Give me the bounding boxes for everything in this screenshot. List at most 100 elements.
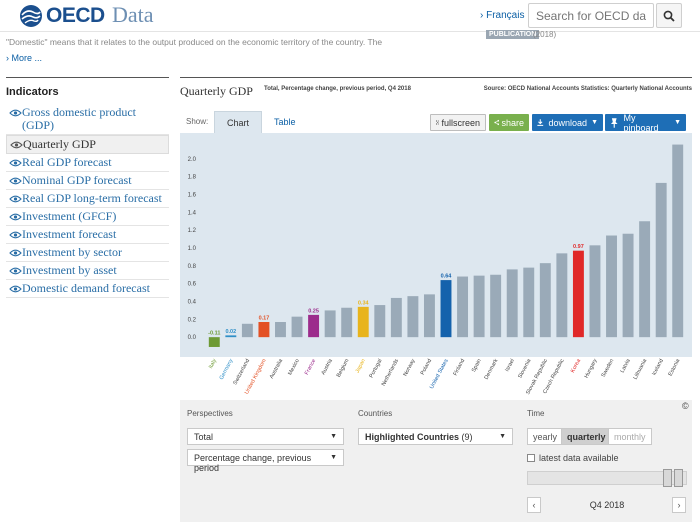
sidebar-item-investment-gfcf[interactable]: Investment (GFCF) <box>6 208 169 226</box>
eye-icon <box>9 159 22 167</box>
latest-data-option[interactable]: latest data available <box>527 453 619 463</box>
latest-data-label: latest data available <box>539 453 619 463</box>
language-link[interactable]: › Français <box>480 10 525 21</box>
sidebar-item-label: Quarterly GDP <box>23 137 96 151</box>
share-label: share <box>501 117 524 128</box>
sidebar-item-investment-by-sector[interactable]: Investment by sector <box>6 244 169 262</box>
site-name[interactable]: Data <box>112 2 154 27</box>
bar-belgium[interactable] <box>341 307 353 338</box>
chevron-right-icon: › <box>677 500 681 510</box>
bar-estonia[interactable] <box>672 144 684 338</box>
sidebar-item-quarterly-gdp[interactable]: Quarterly GDP <box>6 135 169 154</box>
caret-down-icon: ▼ <box>591 119 598 126</box>
sidebar-item-label: Real GDP forecast <box>22 155 112 169</box>
sidebar-item-label: Domestic demand forecast <box>22 281 150 295</box>
fullscreen-label: fullscreen <box>441 117 480 128</box>
y-tick-label: 0.2 <box>188 317 197 323</box>
eye-icon <box>9 213 22 221</box>
bar-latvia[interactable] <box>622 233 634 338</box>
quarterly-toggle[interactable]: quarterly <box>561 428 612 445</box>
bar-finland[interactable] <box>457 276 469 338</box>
more-link[interactable]: › More ... <box>6 53 43 63</box>
y-tick-label: 1.8 <box>188 175 197 181</box>
bar-lithuania[interactable] <box>639 221 651 338</box>
bar-slovak-republic[interactable] <box>539 263 551 338</box>
sidebar-item-investment-forecast[interactable]: Investment forecast <box>6 226 169 244</box>
bar-netherlands[interactable] <box>390 297 402 338</box>
bar-iceland[interactable] <box>655 182 667 338</box>
bar-united-kingdom[interactable] <box>258 322 270 338</box>
bar-mexico[interactable] <box>291 316 303 338</box>
yearly-toggle[interactable]: yearly <box>527 428 564 445</box>
x-tick-label-slovenia: Slovenia <box>517 357 533 379</box>
bar-czech-republic[interactable] <box>556 253 568 338</box>
bar-portugal[interactable] <box>374 305 386 338</box>
latest-data-checkbox[interactable] <box>527 454 535 462</box>
bar-japan[interactable] <box>357 306 369 338</box>
bar-slovenia[interactable] <box>523 267 535 338</box>
sidebar-item-domestic-demand-forecast[interactable]: Domestic demand forecast <box>6 280 169 298</box>
eye-icon <box>9 177 22 185</box>
site-header: OECD Data › Français <box>0 0 700 32</box>
pin-icon <box>610 117 618 128</box>
slider-handle-start[interactable] <box>663 469 672 487</box>
share-button[interactable]: share <box>489 114 529 131</box>
perspective-select-transform[interactable]: Percentage change, previous period ▼ <box>187 449 344 473</box>
chart-source: Source: OECD National Accounts Statistic… <box>483 86 692 92</box>
tab-table[interactable]: Table <box>274 117 296 127</box>
bar-korea[interactable] <box>572 250 584 338</box>
indicator-list: Gross domestic product (GDP) Quarterly GD… <box>6 104 169 298</box>
eye-icon <box>9 267 22 275</box>
bar-poland[interactable] <box>423 294 435 338</box>
bar-chart: 0.0 0.2 0.4 0.6 0.8 1.0 1.2 1.4 1.6 1.8 2.0 -0.11 0.… <box>188 144 684 347</box>
sidebar-title: Indicators <box>6 77 169 104</box>
countries-select[interactable]: Highlighted Countries (9) ▼ <box>358 428 513 445</box>
chart-header: Quarterly GDP Total, Percentage change, … <box>180 77 692 100</box>
sidebar-item-investment-by-asset[interactable]: Investment by asset <box>6 262 169 280</box>
bar-australia[interactable] <box>275 322 286 338</box>
fullscreen-button[interactable]: fullscreen <box>430 114 486 131</box>
sidebar-item-gross-domestic-product-gdp[interactable]: Gross domestic product (GDP) <box>6 104 169 135</box>
bar-hungary[interactable] <box>589 245 601 338</box>
indicators-sidebar: Indicators Gross domestic product (GDP) Q… <box>6 77 169 298</box>
period-navigator: ‹ Q4 2018 › <box>527 497 687 513</box>
sidebar-item-nominal-gdp-forecast[interactable]: Nominal GDP forecast <box>6 172 169 190</box>
sidebar-item-real-gdp-forecast[interactable]: Real GDP forecast <box>6 154 169 172</box>
x-tick-label-latvia: Latvia <box>620 357 633 374</box>
monthly-toggle[interactable]: monthly <box>608 428 652 445</box>
bar-denmark[interactable] <box>490 274 502 338</box>
download-button[interactable]: download ▼ <box>532 114 603 131</box>
bar-italy[interactable] <box>208 337 220 347</box>
bar-switzerland[interactable] <box>241 323 253 338</box>
bar-united-states[interactable] <box>440 280 452 338</box>
time-slider[interactable] <box>527 471 687 485</box>
search-input[interactable] <box>528 3 654 28</box>
data-label-germany: 0.02 <box>225 329 236 335</box>
bar-israel[interactable] <box>506 269 518 338</box>
slider-handle-end[interactable] <box>674 469 683 487</box>
x-tick-label-germany: Germany <box>219 358 235 381</box>
publication-badge[interactable]: PUBLICATION <box>486 30 540 39</box>
countries-label: Countries <box>358 409 393 418</box>
x-tick-label-hungary: Hungary <box>584 358 599 379</box>
next-period-button[interactable]: › <box>672 497 686 513</box>
x-tick-label-iceland: Iceland <box>651 358 665 376</box>
bar-germany[interactable] <box>225 335 237 338</box>
oecd-logo[interactable]: OECD <box>18 3 105 29</box>
pinboard-button[interactable]: My pinboard ▼ <box>605 113 686 133</box>
previous-period-button[interactable]: ‹ <box>527 497 541 513</box>
chart-title: Quarterly GDP <box>180 84 253 98</box>
sidebar-item-label: Investment forecast <box>22 227 117 241</box>
search-button[interactable] <box>656 3 682 28</box>
bar-sweden[interactable] <box>606 235 617 338</box>
bar-spain[interactable] <box>473 275 485 338</box>
tab-chart[interactable]: Chart <box>214 111 263 133</box>
bar-norway[interactable] <box>407 296 419 338</box>
x-tick-label-belgium: Belgium <box>336 358 351 379</box>
x-tick-label-mexico: Mexico <box>287 358 300 376</box>
perspective-select-measure[interactable]: Total ▼ <box>187 428 344 445</box>
bar-france[interactable] <box>308 314 320 338</box>
sidebar-item-real-gdp-long-term-forecast[interactable]: Real GDP long-term forecast <box>6 190 169 208</box>
sidebar-item-label: Investment by asset <box>22 263 117 277</box>
bar-austria[interactable] <box>324 310 336 338</box>
